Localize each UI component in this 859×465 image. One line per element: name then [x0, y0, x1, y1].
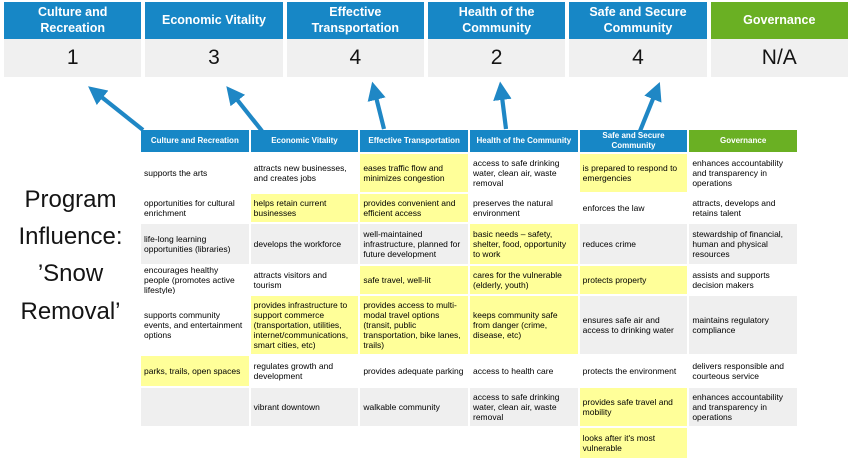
table-cell-r8-c1 [141, 428, 249, 458]
summary-item-1: Culture and Recreation 1 [4, 2, 142, 77]
table-cell-r6-c2: regulates growth and development [250, 356, 359, 386]
table-cell-r5-c6: maintains regulatory compliance [689, 296, 797, 354]
column-header-4: Health of the Community [469, 130, 578, 152]
column-header-2: Economic Vitality [250, 130, 359, 152]
arrow-up-icon [638, 81, 662, 132]
table-cell-r3-c4: basic needs – safety, shelter, food, opp… [469, 224, 578, 264]
table-cell-r8-c3 [360, 428, 468, 458]
table-cell-r6-c3: provides adequate parking [360, 356, 468, 386]
score-arrows [88, 81, 662, 133]
summary-score: 3 [145, 39, 283, 77]
table-cell-r3-c5: reduces crime [579, 224, 688, 264]
summary-category-label: Governance [710, 2, 848, 39]
table-cell-r5-c5: ensures safe air and access to drinking … [579, 296, 688, 354]
table-cell-r1-c5: is prepared to respond to emergencies [579, 154, 688, 192]
table-cell-r2-c5: enforces the law [579, 194, 688, 222]
table-cell-r4-c4: cares for the vulnerable (elderly, youth… [469, 266, 578, 294]
table-cell-r7-c4: access to safe drinking water, clean air… [469, 388, 578, 426]
table-cell-r2-c4: preserves the natural environment [469, 194, 578, 222]
summary-score: 4 [286, 39, 424, 77]
table-cell-r1-c1: supports the arts [141, 154, 249, 192]
table-cell-r7-c6: enhances accountability and transparency… [689, 388, 797, 426]
arrow-up-icon [493, 81, 512, 130]
table-cell-r1-c4: access to safe drinking water, clean air… [469, 154, 578, 192]
summary-category-label: Health of the Community [427, 2, 566, 39]
summary-item-2: Economic Vitality 3 [145, 2, 283, 77]
table-cell-r8-c6 [689, 428, 797, 458]
summary-score: 4 [569, 39, 707, 77]
table-cell-r1-c6: enhances accountability and transparency… [689, 154, 797, 192]
table-cell-r4-c6: assists and supports decision makers [689, 266, 797, 294]
table-cell-r6-c5: protects the environment [579, 356, 688, 386]
summary-category-label: Economic Vitality [145, 2, 283, 39]
summary-row: Culture and Recreation 1 Economic Vitality… [4, 2, 848, 77]
table-cell-r4-c2: attracts visitors and tourism [250, 266, 359, 294]
table-cell-r2-c2: helps retain current businesses [250, 194, 359, 222]
table-cell-r7-c2: vibrant downtown [250, 388, 359, 426]
summary-item-4: Health of the Community 2 [427, 2, 566, 77]
table-cell-r3-c2: develops the workforce [250, 224, 359, 264]
summary-score: 2 [427, 39, 566, 77]
summary-score: N/A [710, 39, 848, 77]
table-cell-r2-c1: opportunities for cultural enrichment [141, 194, 249, 222]
summary-item-6: Governance N/A [710, 2, 848, 77]
table-cell-r2-c6: attracts, develops and retains talent [689, 194, 797, 222]
summary-category-label: Culture and Recreation [4, 2, 142, 39]
table-cell-r6-c4: access to health care [469, 356, 578, 386]
table-cell-r2-c3: provides convenient and efficient access [360, 194, 468, 222]
table-cell-r8-c2 [250, 428, 359, 458]
table-cell-r3-c1: life-long learning opportunities (librar… [141, 224, 249, 264]
table-cell-r8-c4 [469, 428, 578, 458]
column-header-6: Governance [689, 130, 797, 152]
table-cell-r8-c5: looks after it's most vulnerable [579, 428, 688, 458]
table-cell-r1-c3: eases traffic flow and minimizes congest… [360, 154, 468, 192]
column-header-5: Safe and Secure Community [579, 130, 688, 152]
table-cell-r7-c3: walkable community [360, 388, 468, 426]
summary-item-5: Safe and Secure Community 4 [569, 2, 707, 77]
table-cell-r4-c5: protects property [579, 266, 688, 294]
column-header-3: Effective Transportation [360, 130, 468, 152]
table-cell-r3-c6: stewardship of financial, human and phys… [689, 224, 797, 264]
table-cell-r5-c3: provides access to multi-modal travel op… [360, 296, 468, 354]
table-cell-r5-c4: keeps community safe from danger (crime,… [469, 296, 578, 354]
column-header-1: Culture and Recreation [141, 130, 249, 152]
table-cell-r4-c1: encourages healthy people (promotes acti… [141, 266, 249, 294]
summary-category-label: Effective Transportation [286, 2, 424, 39]
table-cell-r6-c1: parks, trails, open spaces [141, 356, 249, 386]
summary-item-3: Effective Transportation 4 [286, 2, 424, 77]
influence-table: Culture and Recreation Economic Vitality E… [141, 130, 797, 458]
table-cell-r5-c1: supports community events, and entertain… [141, 296, 249, 354]
arrow-up-icon [88, 86, 145, 132]
table-cell-r1-c2: attracts new businesses, and creates job… [250, 154, 359, 192]
table-cell-r6-c6: delivers responsible and courteous servi… [689, 356, 797, 386]
table-cell-r7-c5: provides safe travel and mobility [579, 388, 688, 426]
page-title: Program Influence: ’Snow Removal’ [18, 186, 123, 325]
summary-category-label: Safe and Secure Community [569, 2, 707, 39]
table-cell-r7-c1 [141, 388, 249, 426]
table-cell-r4-c3: safe travel, well-lit [360, 266, 468, 294]
arrow-up-icon [367, 81, 387, 130]
table-cell-r5-c2: provides infrastructure to support comme… [250, 296, 359, 354]
arrow-up-icon [226, 86, 264, 133]
table-cell-r3-c3: well-maintained infrastructure, planned … [360, 224, 468, 264]
summary-score: 1 [4, 39, 142, 77]
